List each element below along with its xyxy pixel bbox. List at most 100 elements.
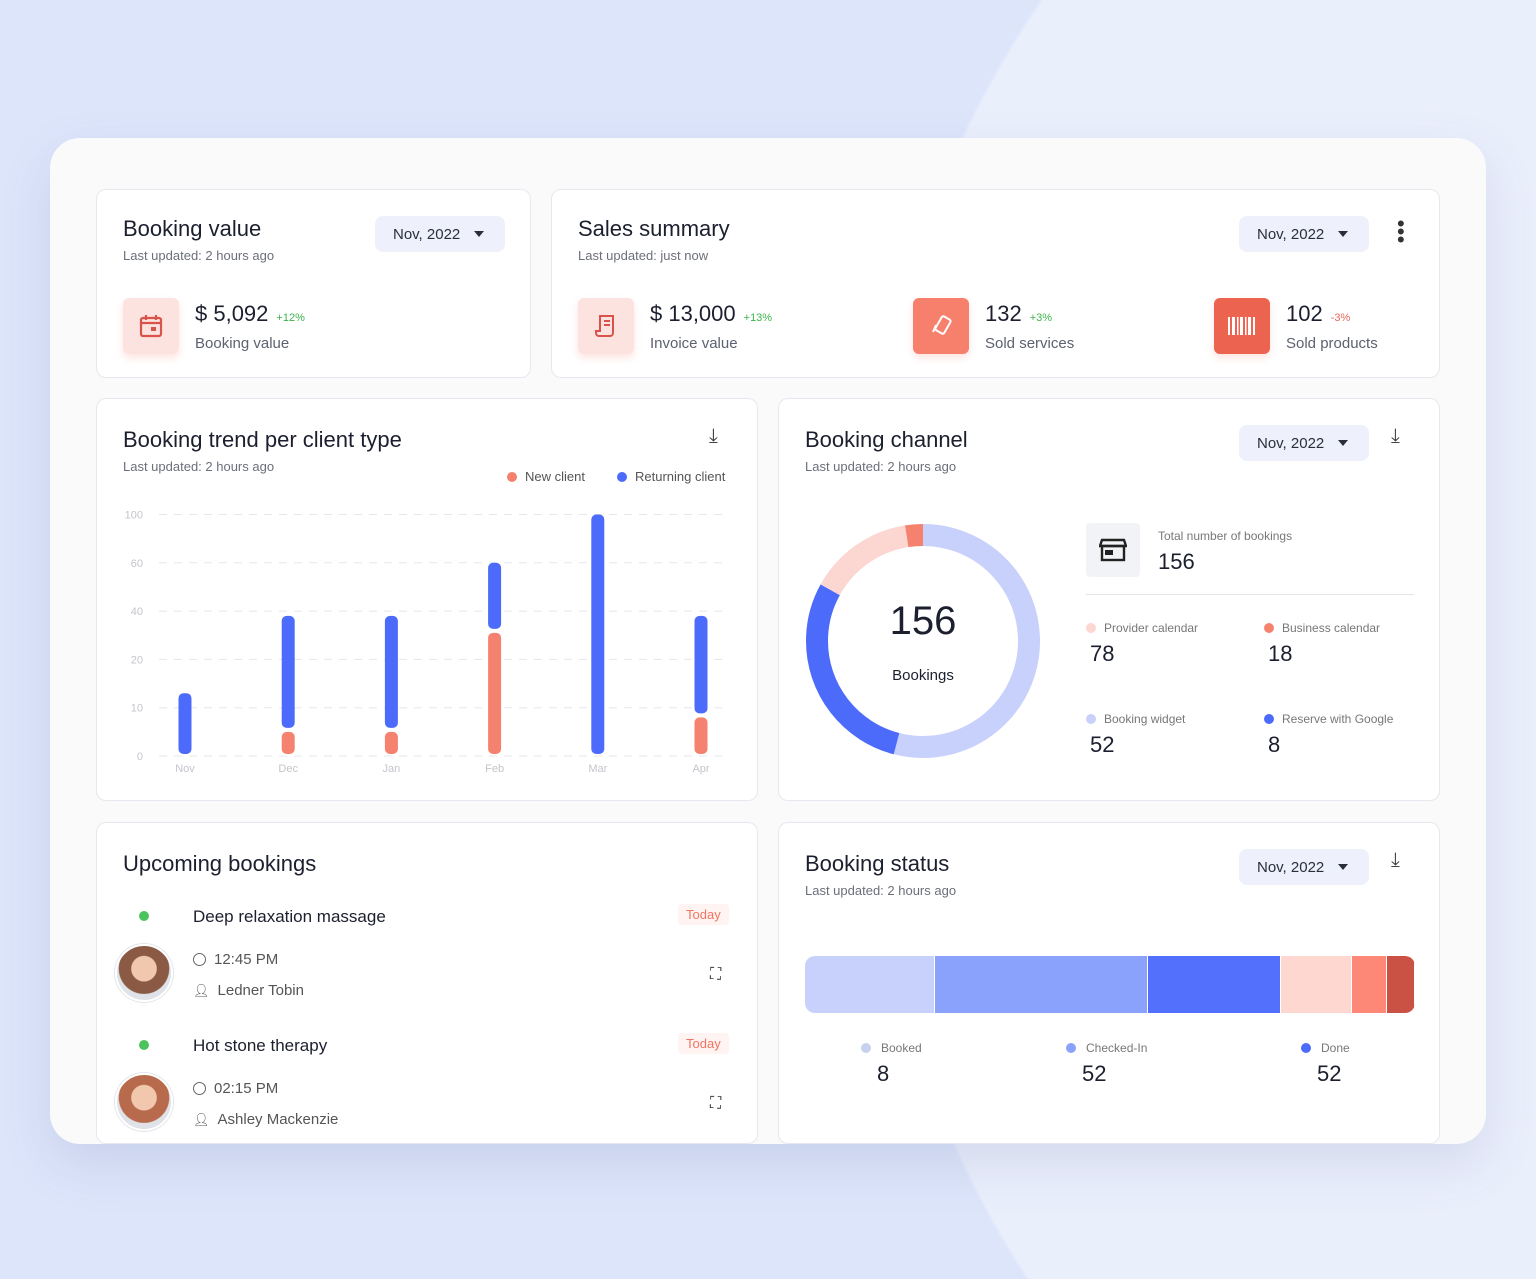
period-value: Nov, 2022 — [1257, 858, 1325, 876]
upcoming-bookings-card: Upcoming bookings Deep relaxation massag… — [96, 822, 758, 1144]
last-updated: Last updated: 2 hours ago — [805, 459, 957, 474]
bar-returning-client — [178, 693, 192, 754]
expand-icon[interactable]: ⛶ — [710, 966, 722, 983]
legend-returning-client: Returning client — [617, 469, 725, 484]
period-value: Nov, 2022 — [393, 225, 461, 243]
status-value: 52 — [1317, 1061, 1342, 1086]
client-avatar — [115, 944, 173, 1002]
card-title: Sales summary — [578, 216, 730, 241]
service-name: Hot stone therapy — [193, 1036, 328, 1055]
card-title: Booking value — [123, 216, 262, 241]
user-icon: 👤︎ — [193, 1111, 210, 1127]
booking-status-card: Booking status Last updated: 2 hours ago… — [778, 822, 1440, 1144]
channel-item: Booking widget 52 — [1086, 712, 1185, 758]
legend-dot — [1086, 714, 1096, 724]
legend-new-client: New client — [507, 469, 585, 484]
divider — [1086, 594, 1414, 595]
download-icon[interactable]: ⤓ — [1391, 849, 1400, 871]
cards-icon — [913, 298, 969, 354]
status-stacked-bar — [805, 956, 1415, 1013]
channel-label: Business calendar — [1282, 621, 1381, 635]
period-value: Nov, 2022 — [1257, 225, 1325, 243]
total-value: 156 — [1158, 549, 1195, 574]
donut-center-label: Bookings — [892, 667, 954, 684]
card-title: Upcoming bookings — [123, 851, 317, 876]
y-tick-label: 40 — [131, 606, 143, 618]
bar-returning-client — [384, 615, 398, 728]
y-tick-label: 20 — [131, 654, 143, 666]
booking-list-item[interactable]: Hot stone therapy Today 02:15 PM 👤︎ Ashle… — [97, 952, 757, 1131]
bar-returning-client — [281, 615, 295, 728]
caret-down-icon — [474, 231, 485, 237]
booking-list-item[interactable]: Deep relaxation massage Today 12:45 PM 👤… — [97, 823, 757, 1002]
legend-dot — [1301, 1043, 1311, 1053]
stat-change: +3% — [1029, 311, 1053, 324]
legend-dot — [861, 1043, 871, 1053]
last-updated: Last updated: 2 hours ago — [123, 459, 275, 474]
stat-label: Sold services — [985, 334, 1075, 352]
status-legend-item: Done 52 — [1301, 1041, 1350, 1087]
booking-value-card: Booking value Last updated: 2 hours ago … — [96, 189, 531, 378]
bar-new-client — [488, 632, 502, 754]
period-value: Nov, 2022 — [1257, 434, 1325, 452]
today-badge: Today — [678, 904, 729, 925]
stat-change: +13% — [743, 311, 773, 324]
period-dropdown[interactable]: Nov, 2022 — [1239, 849, 1369, 885]
legend-dot — [1086, 623, 1096, 633]
donut-segment — [806, 524, 1040, 758]
x-tick-label: Jan — [383, 763, 401, 775]
status-label: Checked-In — [1086, 1041, 1148, 1055]
status-label: Booked — [881, 1041, 922, 1055]
sold-products-stat: 102 -3% Sold products — [1214, 298, 1378, 354]
channel-label: Booking widget — [1104, 712, 1186, 726]
status-segment — [805, 956, 935, 1013]
legend-dot — [1066, 1043, 1076, 1053]
stat-label: Sold products — [1286, 334, 1378, 352]
booking-time: 12:45 PM — [214, 951, 279, 968]
status-segment — [1351, 956, 1387, 1013]
status-segment — [1386, 956, 1415, 1013]
expand-icon[interactable]: ⛶ — [710, 1095, 722, 1112]
clock-icon — [193, 953, 206, 966]
stat-value: $ 5,092 — [195, 300, 269, 326]
channel-label: Reserve with Google — [1282, 712, 1394, 726]
barcode-icon — [1214, 298, 1270, 354]
total-label: Total number of bookings — [1158, 529, 1293, 543]
bar-new-client — [281, 731, 295, 754]
more-options-icon[interactable]: • • • — [1397, 211, 1405, 252]
card-title: Booking status — [805, 851, 950, 876]
status-label: Done — [1321, 1041, 1350, 1055]
client-avatar — [115, 1073, 173, 1131]
booking-time: 02:15 PM — [214, 1080, 279, 1097]
period-dropdown[interactable]: Nov, 2022 — [375, 216, 505, 252]
download-icon[interactable]: ⤓ — [709, 425, 718, 447]
channel-item: Provider calendar 78 — [1086, 621, 1198, 667]
last-updated: Last updated: 2 hours ago — [123, 248, 275, 263]
card-title: Booking channel — [805, 427, 968, 452]
y-tick-label: 100 — [125, 510, 143, 522]
clock-icon — [193, 1082, 206, 1095]
stat-label: Invoice value — [650, 334, 738, 352]
service-name: Deep relaxation massage — [193, 907, 386, 926]
booking-value-stat: $ 5,092 +12% Booking value — [123, 298, 305, 354]
y-tick-label: 60 — [131, 558, 143, 570]
x-tick-label: Nov — [175, 763, 195, 775]
user-icon: 👤︎ — [193, 982, 210, 998]
sales-summary-card: Sales summary Last updated: just now Nov… — [551, 189, 1440, 378]
donut-segment — [806, 524, 1040, 758]
booking-channel-card: Booking channel Last updated: 2 hours ag… — [778, 398, 1440, 801]
download-icon[interactable]: ⤓ — [1391, 425, 1400, 447]
caret-down-icon — [1338, 440, 1349, 446]
y-tick-label: 0 — [137, 751, 143, 763]
legend-dot — [1264, 623, 1274, 633]
status-dot — [139, 911, 149, 921]
stat-value: 132 — [985, 300, 1022, 326]
channel-item: Reserve with Google 8 — [1264, 712, 1393, 758]
legend-dot — [1264, 714, 1274, 724]
caret-down-icon — [1338, 231, 1349, 237]
period-dropdown[interactable]: Nov, 2022 — [1239, 216, 1369, 252]
donut-center-value: 156 — [889, 599, 957, 643]
caret-down-icon — [1338, 864, 1349, 870]
stat-label: Booking value — [195, 334, 290, 352]
period-dropdown[interactable]: Nov, 2022 — [1239, 425, 1369, 461]
